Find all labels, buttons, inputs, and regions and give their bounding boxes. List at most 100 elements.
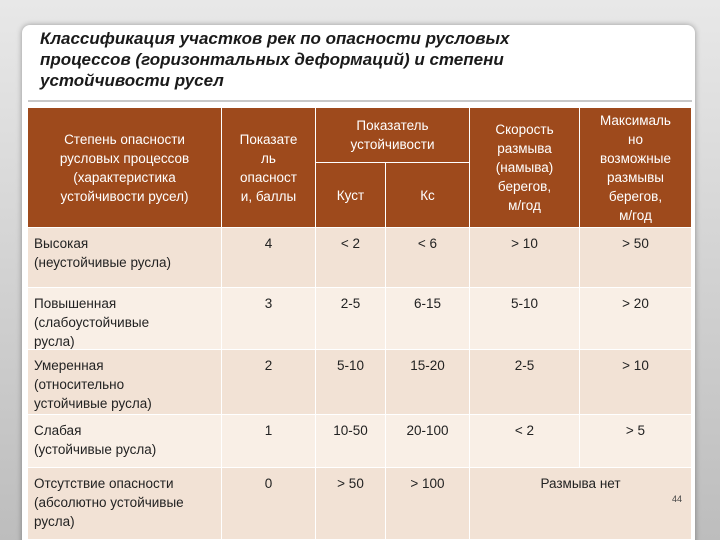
text-line: 6-15 bbox=[413, 296, 442, 311]
text-line: русловых процессов bbox=[59, 150, 190, 166]
text-line: < 2 bbox=[514, 423, 535, 438]
text-line: и, баллы bbox=[240, 188, 297, 204]
text-line: 2 bbox=[264, 358, 273, 373]
table-cell: > 50 bbox=[580, 228, 692, 288]
title-rule bbox=[28, 100, 692, 102]
header-cell: Кс bbox=[386, 163, 470, 228]
text-line: 2-5 bbox=[340, 296, 361, 311]
header-cell: Куст bbox=[316, 163, 386, 228]
table-cell: < 2 bbox=[316, 228, 386, 288]
text-line: > 100 bbox=[410, 476, 445, 491]
text-line: ль bbox=[261, 150, 276, 166]
text-line: 5-10 bbox=[336, 358, 365, 373]
table-cell: > 20 bbox=[580, 288, 692, 350]
text-line: Слабая bbox=[34, 423, 82, 438]
text-line: 15-20 bbox=[410, 358, 445, 373]
text-line: устойчивости русел bbox=[40, 71, 224, 90]
text-line: процессов (горизонтальных деформаций) и … bbox=[40, 50, 504, 69]
text-line: 20-100 bbox=[406, 423, 449, 438]
text-line: берегов, bbox=[497, 179, 552, 194]
text-line: размыва bbox=[497, 141, 552, 156]
table-cell: Слабая (устойчивые русла) bbox=[28, 415, 222, 468]
slide-title: Классификация участков рек по опасности … bbox=[40, 28, 509, 91]
text-line: > 50 bbox=[622, 236, 649, 251]
table-cell: Высокая (неустойчивые русла) bbox=[28, 228, 222, 288]
text-line: > 20 bbox=[622, 296, 649, 311]
table-cell: 10-50 bbox=[316, 415, 386, 468]
text-line: но bbox=[628, 131, 643, 147]
table-cell: > 50 bbox=[316, 468, 386, 540]
header-cell: Максималь но возможные размывы берегов, м/год bbox=[580, 108, 692, 228]
text-line: Показате bbox=[239, 131, 298, 147]
text-line: опасност bbox=[240, 169, 297, 185]
table-cell: 4 bbox=[222, 228, 316, 288]
text-line: (слабоустойчивые bbox=[34, 315, 150, 330]
text-line: < 2 bbox=[340, 236, 361, 251]
table-cell: > 100 bbox=[386, 468, 470, 540]
header-cell: Показате ль опасност и, баллы bbox=[222, 108, 316, 228]
text-line: > 10 bbox=[511, 236, 538, 251]
text-line: м/год bbox=[508, 198, 541, 213]
table-cell: Умеренная (относительно устойчивые русла) bbox=[28, 350, 222, 415]
text-line: Кс bbox=[420, 187, 435, 203]
text-line: Повышенная bbox=[34, 296, 117, 311]
table-cell: 5-10 bbox=[316, 350, 386, 415]
text-line: Размыва нет bbox=[540, 476, 621, 491]
text-line: устойчивости русел) bbox=[60, 188, 189, 204]
text-line: возможные bbox=[600, 150, 671, 166]
text-line: < 6 bbox=[417, 236, 438, 251]
table-cell: Размыва нет bbox=[470, 468, 692, 540]
page-number: 44 bbox=[672, 494, 683, 504]
text-line: Высокая bbox=[34, 236, 89, 251]
text-line: устойчивые русла) bbox=[34, 396, 152, 411]
text-line: 2-5 bbox=[514, 358, 535, 373]
table-cell: > 10 bbox=[580, 350, 692, 415]
text-line: Показатель bbox=[356, 118, 429, 133]
text-line: 0 bbox=[264, 476, 273, 491]
table-cell: > 5 bbox=[580, 415, 692, 468]
table-cell: 2-5 bbox=[316, 288, 386, 350]
text-line: м/год bbox=[619, 207, 652, 223]
header-cell: Скорость размыва (намыва) берегов, м/год bbox=[470, 108, 580, 228]
text-line: (устойчивые русла) bbox=[34, 442, 157, 457]
header-cell: Степень опасности русловых процессов (хара… bbox=[28, 108, 222, 228]
table-cell: < 2 bbox=[470, 415, 580, 468]
text-line: Куст bbox=[336, 187, 365, 203]
text-line: > 50 bbox=[337, 476, 364, 491]
text-line: размывы bbox=[607, 169, 664, 185]
table-cell: 2 bbox=[222, 350, 316, 415]
text-line: берегов, bbox=[608, 188, 663, 204]
table-cell: 5-10 bbox=[470, 288, 580, 350]
text-line: (характеристика bbox=[73, 169, 176, 185]
text-line: > 10 bbox=[622, 358, 649, 373]
table-cell: 0 bbox=[222, 468, 316, 540]
table-cell: > 10 bbox=[470, 228, 580, 288]
text-line: Отсутствие опасности bbox=[34, 476, 174, 491]
table-cell: Повышенная (слабоустойчивые русла) bbox=[28, 288, 222, 350]
text-line: (относительно bbox=[34, 377, 125, 392]
table-cell: Отсутствие опасности (абсолютно устойчивы… bbox=[28, 468, 222, 540]
table-cell: 20-100 bbox=[386, 415, 470, 468]
table-cell: 1 bbox=[222, 415, 316, 468]
text-line: Умеренная bbox=[34, 358, 104, 373]
text-line: Классификация участков рек по опасности … bbox=[40, 29, 510, 48]
text-line: (абсолютно устойчивые bbox=[34, 495, 184, 510]
text-line: (намыва) bbox=[495, 160, 554, 175]
text-line: Скорость bbox=[495, 122, 554, 137]
text-line: 10-50 bbox=[333, 423, 368, 438]
table-cell: 2-5 bbox=[470, 350, 580, 415]
header-cell: Показатель устойчивости bbox=[316, 108, 470, 163]
text-line: русла) bbox=[34, 334, 75, 349]
table-cell: 15-20 bbox=[386, 350, 470, 415]
text-line: > 5 bbox=[625, 423, 646, 438]
text-line: (неустойчивые русла) bbox=[34, 255, 172, 270]
text-line: Степень опасности bbox=[64, 131, 185, 147]
text-line: Максималь bbox=[600, 112, 671, 128]
table-cell: 3 bbox=[222, 288, 316, 350]
text-line: устойчивости bbox=[350, 137, 435, 152]
text-line: русла) bbox=[34, 514, 75, 529]
text-line: 4 bbox=[264, 236, 273, 251]
table-cell: < 6 bbox=[386, 228, 470, 288]
table-cell: 6-15 bbox=[386, 288, 470, 350]
